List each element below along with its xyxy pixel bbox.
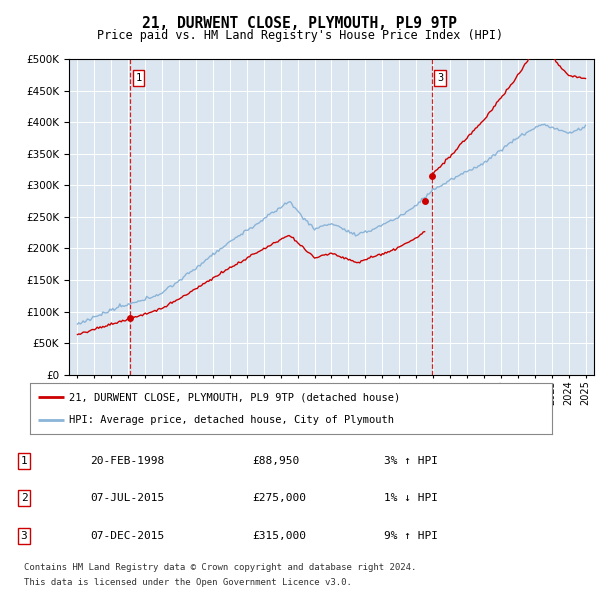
Text: 21, DURWENT CLOSE, PLYMOUTH, PL9 9TP (detached house): 21, DURWENT CLOSE, PLYMOUTH, PL9 9TP (de… (69, 392, 400, 402)
Text: £275,000: £275,000 (252, 493, 306, 503)
Text: Price paid vs. HM Land Registry's House Price Index (HPI): Price paid vs. HM Land Registry's House … (97, 29, 503, 42)
Text: £315,000: £315,000 (252, 531, 306, 541)
Text: 21, DURWENT CLOSE, PLYMOUTH, PL9 9TP: 21, DURWENT CLOSE, PLYMOUTH, PL9 9TP (143, 16, 458, 31)
Text: 9% ↑ HPI: 9% ↑ HPI (384, 531, 438, 541)
Text: HPI: Average price, detached house, City of Plymouth: HPI: Average price, detached house, City… (69, 415, 394, 425)
Text: 1: 1 (20, 455, 28, 466)
Text: This data is licensed under the Open Government Licence v3.0.: This data is licensed under the Open Gov… (24, 578, 352, 586)
Text: 20-FEB-1998: 20-FEB-1998 (90, 455, 164, 466)
Text: 1% ↓ HPI: 1% ↓ HPI (384, 493, 438, 503)
Text: 3: 3 (20, 531, 28, 541)
Text: 2: 2 (20, 493, 28, 503)
Text: 07-JUL-2015: 07-JUL-2015 (90, 493, 164, 503)
Text: 3: 3 (437, 73, 443, 83)
Text: Contains HM Land Registry data © Crown copyright and database right 2024.: Contains HM Land Registry data © Crown c… (24, 563, 416, 572)
Text: 3% ↑ HPI: 3% ↑ HPI (384, 455, 438, 466)
Text: 07-DEC-2015: 07-DEC-2015 (90, 531, 164, 541)
Text: £88,950: £88,950 (252, 455, 299, 466)
Text: 1: 1 (136, 73, 142, 83)
